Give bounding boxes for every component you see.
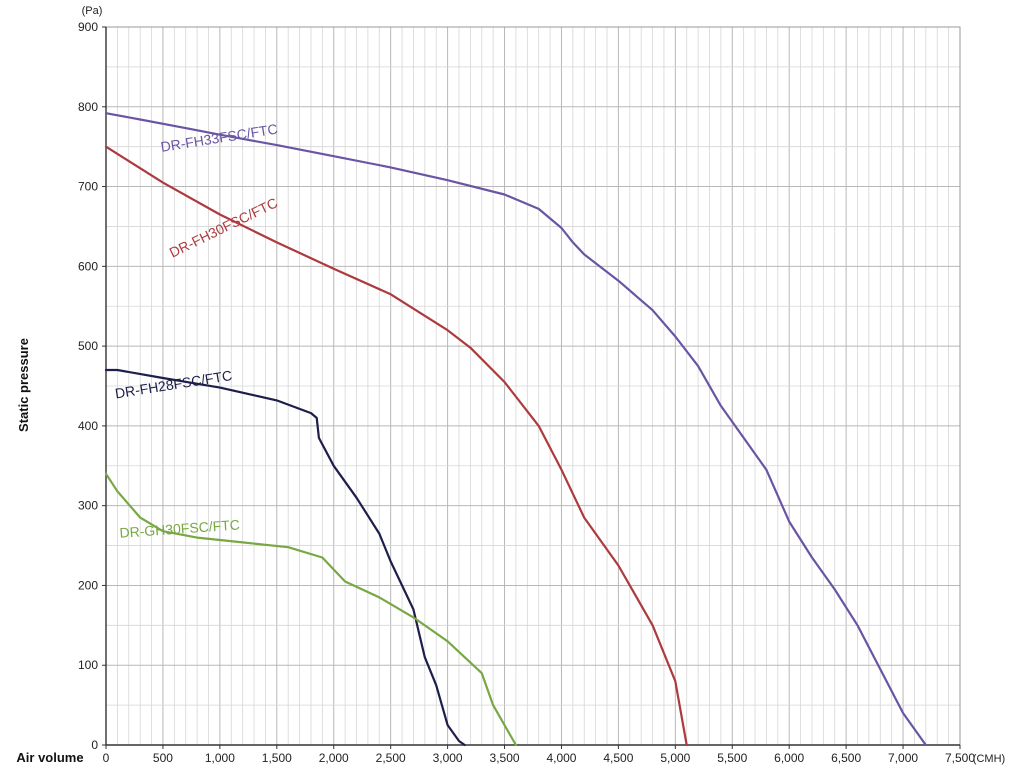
y-axis-title: Static pressure: [16, 338, 31, 432]
y-tick-label: 200: [78, 578, 98, 592]
x-axis-title: Air volume: [16, 750, 83, 765]
x-tick-label: 6,000: [774, 751, 804, 765]
y-tick-label: 0: [91, 738, 98, 752]
x-tick-label: 3,000: [433, 751, 463, 765]
x-unit-label: (CMH): [973, 753, 1005, 765]
series-line: [104, 112, 927, 747]
grid: [106, 27, 960, 745]
y-tick-label: 900: [78, 20, 98, 34]
x-tick-label: 4,500: [603, 751, 633, 765]
x-tick-label: 4,000: [546, 751, 576, 765]
series-label: DR-GH30FSC/FTC: [119, 516, 240, 540]
x-tick-label: 5,000: [660, 751, 690, 765]
axes: [105, 26, 961, 746]
x-tick-label: 2,000: [319, 751, 349, 765]
x-tick-label: 2,500: [376, 751, 406, 765]
tick-labels: 0 500 1,000 1,500 2,000 2,500 3,000 3,500 4,000 4…: [78, 20, 975, 765]
y-tick-label: 500: [78, 339, 98, 353]
x-tick-label: 1,500: [262, 751, 292, 765]
series-lines: [104, 112, 927, 747]
x-tick-label: 0: [103, 751, 110, 765]
y-unit-label: (Pa): [82, 5, 103, 17]
y-tick-label: 400: [78, 419, 98, 433]
x-tick-label: 500: [153, 751, 173, 765]
x-tick-label: 7,000: [888, 751, 918, 765]
x-tick-label: 3,500: [490, 751, 520, 765]
y-tick-label: 800: [78, 100, 98, 114]
series-line: [104, 472, 517, 747]
x-tick-label: 7,500: [945, 751, 975, 765]
y-tick-label: 700: [78, 180, 98, 194]
series-label: DR-FH30FSC/FTC: [167, 194, 280, 260]
x-tick-label: 1,000: [205, 751, 235, 765]
series-line: [104, 145, 688, 747]
y-tick-label: 600: [78, 259, 98, 273]
y-tick-label: 100: [78, 658, 98, 672]
x-tick-label: 5,500: [717, 751, 747, 765]
x-tick-label: 6,500: [831, 751, 861, 765]
series-line: [104, 368, 466, 747]
y-tick-label: 300: [78, 499, 98, 513]
